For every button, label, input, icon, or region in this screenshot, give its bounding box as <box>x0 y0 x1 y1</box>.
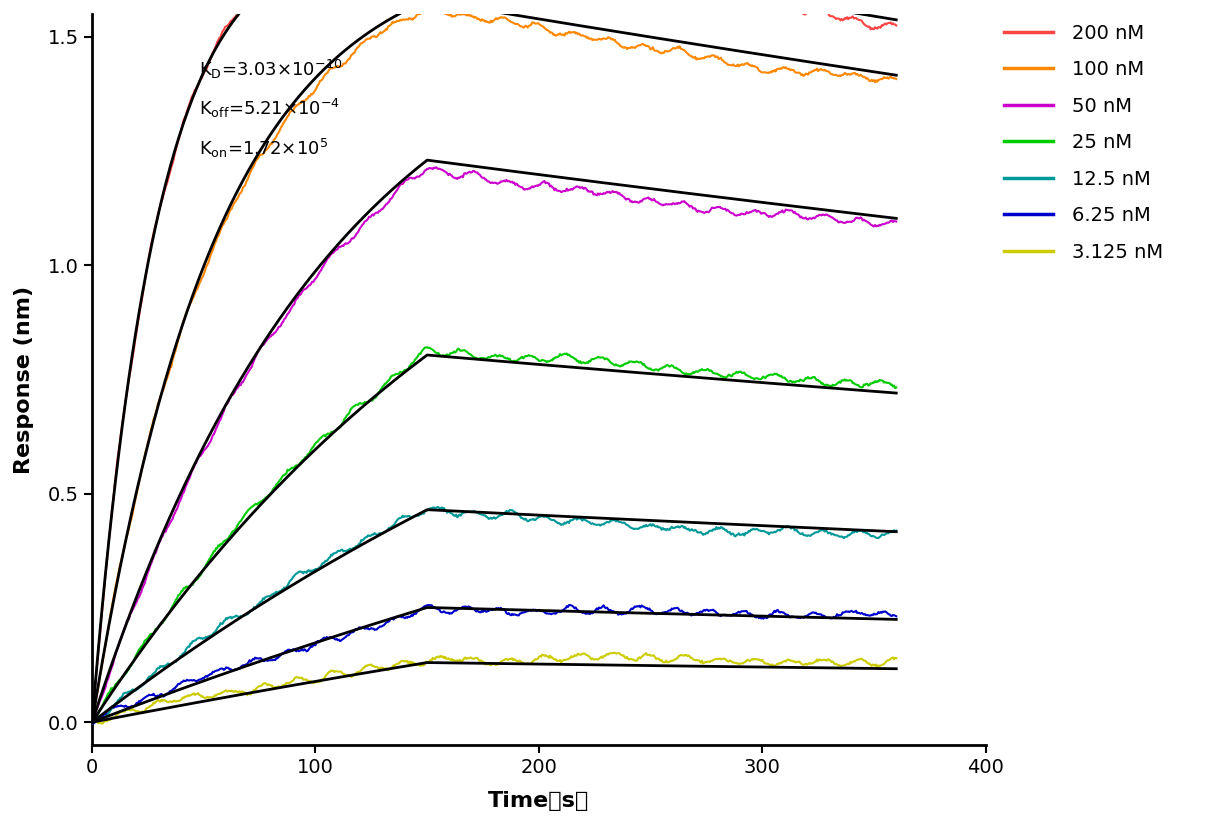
Text: K$_\mathregular{D}$=3.03×10$^{-10}$
K$_\mathregular{off}$=5.21×10$^{-4}$
K$_\mat: K$_\mathregular{D}$=3.03×10$^{-10}$ K$_\… <box>200 58 342 159</box>
Legend: 200 nM, 100 nM, 50 nM, 25 nM, 12.5 nM, 6.25 nM, 3.125 nM: 200 nM, 100 nM, 50 nM, 25 nM, 12.5 nM, 6… <box>1004 24 1163 262</box>
Y-axis label: Response (nm): Response (nm) <box>14 285 34 474</box>
X-axis label: Time（s）: Time（s） <box>488 791 589 811</box>
